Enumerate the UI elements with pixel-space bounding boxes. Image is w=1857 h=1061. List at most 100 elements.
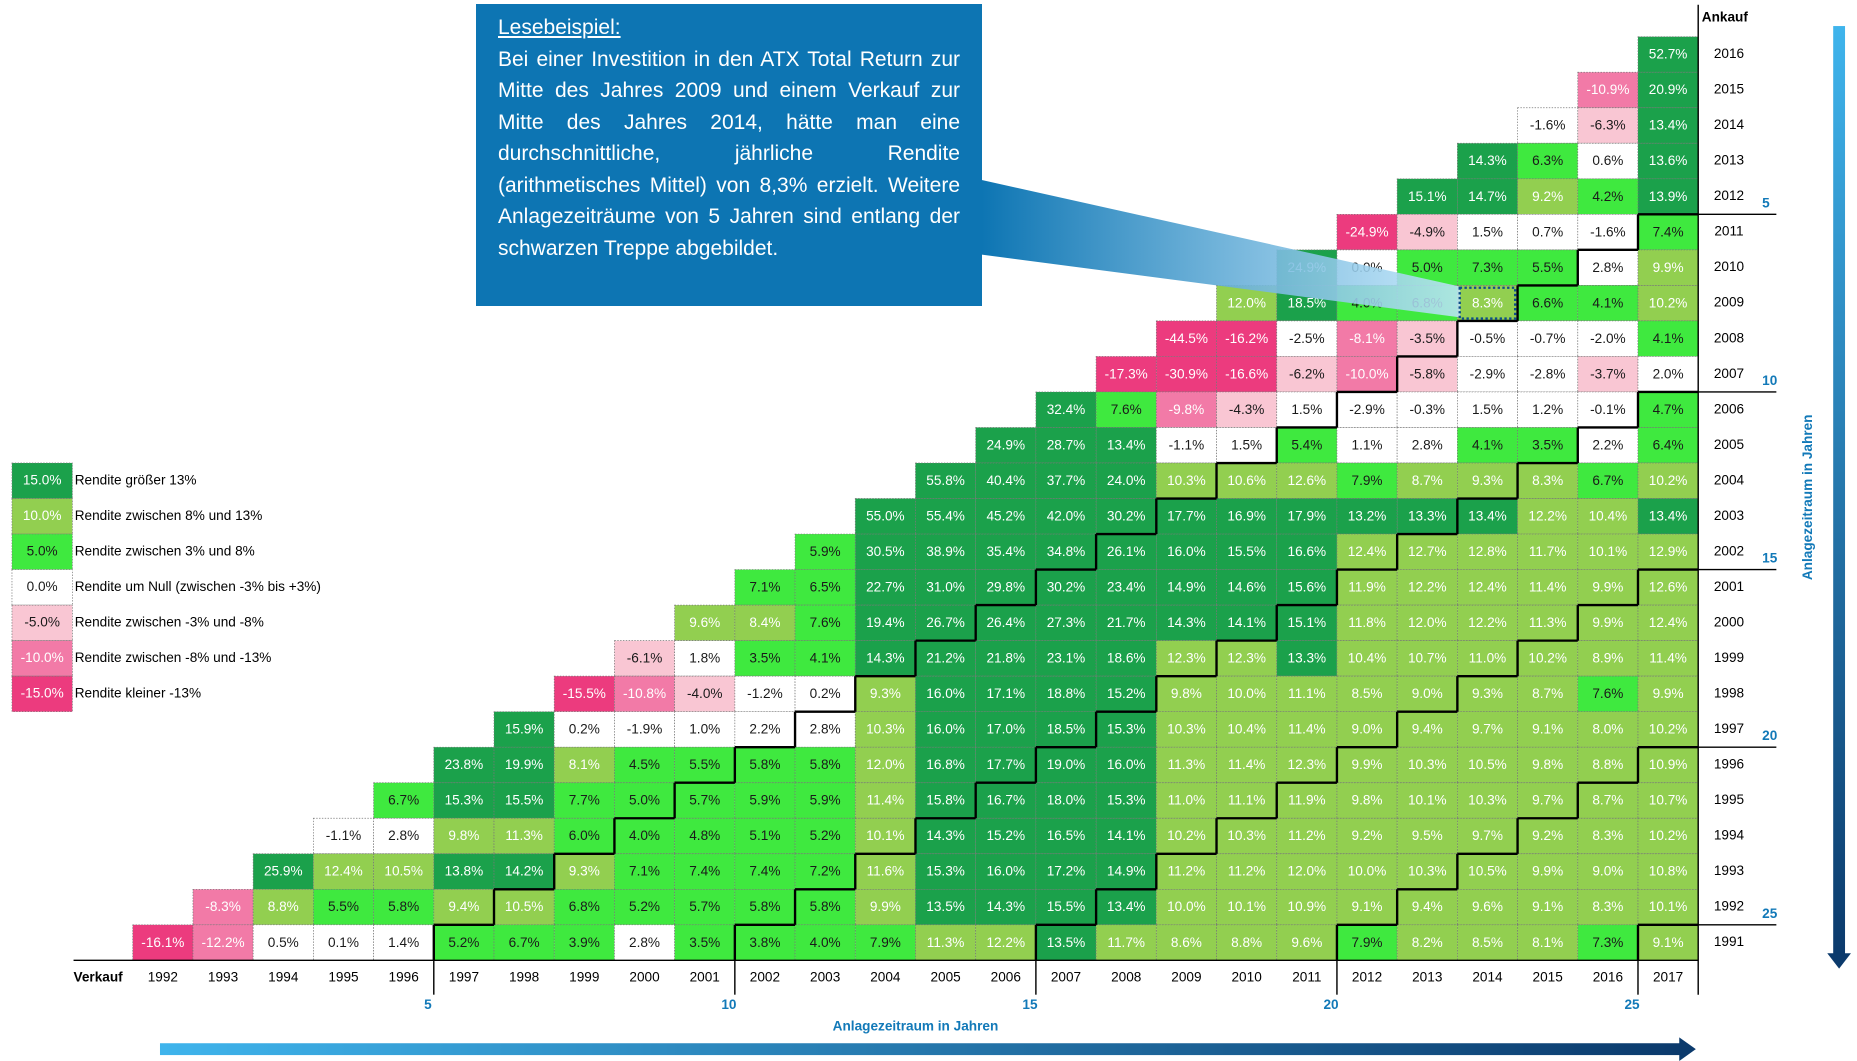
cell-label: 52.7% <box>1649 47 1688 62</box>
cell-label: -16.2% <box>1225 331 1268 346</box>
cell-label: 10.4% <box>1348 651 1387 666</box>
sell-year: 2009 <box>1171 970 1201 985</box>
cell-label: 1.0% <box>689 722 720 737</box>
cell-label: -1.9% <box>627 722 663 737</box>
cell-label: 8.2% <box>1412 935 1443 950</box>
cell-label: 13.4% <box>1649 118 1688 133</box>
cell-label: -5.8% <box>1409 366 1445 381</box>
cell-label: 0.2% <box>810 686 841 701</box>
cell-label: 24.0% <box>1107 473 1146 488</box>
cell-label: -0.7% <box>1530 331 1566 346</box>
cell <box>1155 569 1217 606</box>
cell-label: 15.1% <box>1408 189 1447 204</box>
cell-label: -6.3% <box>1590 118 1626 133</box>
cell-label: 0.1% <box>328 935 359 950</box>
cell <box>1155 640 1217 677</box>
sell-year: 2016 <box>1593 970 1623 985</box>
buy-year: 2006 <box>1714 401 1744 416</box>
cell-label: -3.5% <box>1409 331 1445 346</box>
cell-label: 3.5% <box>749 651 780 666</box>
cell-label: 17.7% <box>1167 508 1206 523</box>
cell-label: 5.9% <box>749 793 780 808</box>
cell-label: 7.1% <box>749 580 780 595</box>
cell-label: 55.0% <box>866 508 905 523</box>
cell-label: 9.2% <box>1532 189 1563 204</box>
cell <box>1517 142 1579 180</box>
cell-label: 9.8% <box>1171 686 1202 701</box>
cell-label: 9.6% <box>689 615 720 630</box>
cell-label: 9.1% <box>1653 935 1684 950</box>
cell-label: 11.4% <box>1529 580 1567 595</box>
cell <box>433 924 495 961</box>
cell-label: 23.1% <box>1047 651 1086 666</box>
cell-label: 8.3% <box>1592 828 1623 843</box>
cell-label: 12.2% <box>986 935 1025 950</box>
cell <box>1095 711 1157 748</box>
cell <box>1035 711 1097 748</box>
cell-label: -1.6% <box>1530 118 1566 133</box>
cell-label: 9.8% <box>1352 793 1383 808</box>
cell-label: 1.4% <box>388 935 419 950</box>
cell <box>1637 178 1699 215</box>
cell-label: 10.1% <box>1408 793 1447 808</box>
cell-label: 10.9% <box>1649 757 1688 772</box>
legend-text: Rendite größer 13% <box>75 472 197 487</box>
cell <box>1577 924 1639 961</box>
cell <box>1457 675 1518 713</box>
cell <box>1035 391 1097 428</box>
cell-label: 15.5% <box>1227 544 1266 559</box>
cell-label: -44.5% <box>1165 331 1208 346</box>
cell <box>1216 746 1278 784</box>
buy-year: 2015 <box>1714 82 1744 97</box>
cell <box>1396 640 1458 677</box>
cell <box>1155 888 1217 926</box>
sell-year: 2008 <box>1111 970 1141 985</box>
cell <box>1336 817 1398 855</box>
buy-year: 2002 <box>1714 543 1744 558</box>
cell-label: 23.4% <box>1107 580 1146 595</box>
cell <box>1517 498 1579 535</box>
cell-label: 10.6% <box>1227 473 1266 488</box>
cell-label: 10.3% <box>1167 473 1206 488</box>
cell <box>1517 320 1579 357</box>
cell <box>1577 782 1639 819</box>
cell-label: 5.1% <box>749 828 780 843</box>
cell <box>192 888 254 926</box>
sell-year: 2017 <box>1653 970 1683 985</box>
cell <box>614 782 675 819</box>
cell <box>1577 320 1639 357</box>
cell-label: -3.7% <box>1590 366 1626 381</box>
cell-label: 35.4% <box>986 544 1025 559</box>
cell <box>734 817 796 855</box>
cell-label: 6.6% <box>1532 295 1563 310</box>
cell <box>433 746 495 784</box>
cell <box>1517 213 1579 251</box>
cell-label: 5.8% <box>810 757 841 772</box>
cell <box>915 888 977 926</box>
cell <box>1637 640 1699 677</box>
cell <box>1577 569 1639 606</box>
period-label-right: 5 <box>1762 195 1770 210</box>
cell <box>1035 746 1097 784</box>
cell-label: 7.2% <box>810 864 841 879</box>
cell-label: 12.0% <box>1408 615 1447 630</box>
cell-label: 10.2% <box>1649 828 1688 843</box>
cell-label: 16.5% <box>1047 828 1086 843</box>
cell-label: 3.9% <box>569 935 600 950</box>
cell-label: 8.7% <box>1412 473 1443 488</box>
sell-year: 1992 <box>148 970 178 985</box>
sell-year: 1994 <box>268 970 299 985</box>
cell-label: 5.2% <box>448 935 479 950</box>
cell <box>1336 604 1398 641</box>
cell-label: 3.5% <box>1532 437 1563 452</box>
cell-label: 1.1% <box>1352 437 1383 452</box>
cell <box>1577 71 1639 109</box>
cell <box>1637 427 1699 464</box>
cell-label: 16.0% <box>926 686 965 701</box>
cell-label: 9.9% <box>870 899 901 914</box>
buy-year: 1998 <box>1714 686 1744 701</box>
cell <box>1276 817 1338 855</box>
cell-label: -12.2% <box>202 935 245 950</box>
cell <box>1095 640 1157 677</box>
cell <box>493 711 555 748</box>
